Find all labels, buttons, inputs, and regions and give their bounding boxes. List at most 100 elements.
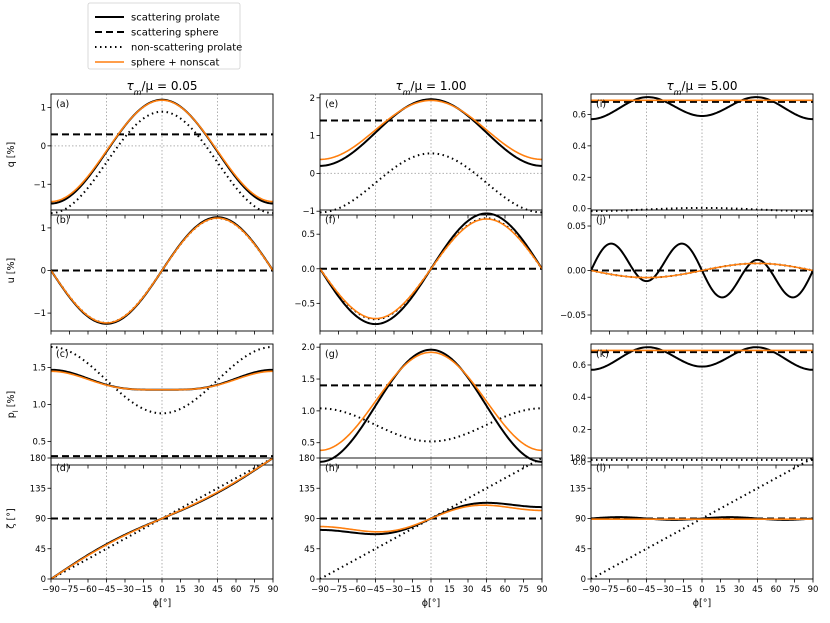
column-title: τm/μ = 0.05 bbox=[126, 79, 197, 97]
panel-label: (f) bbox=[325, 215, 336, 226]
series-line-scattering-prolate bbox=[591, 96, 813, 121]
ytick-label: 0 bbox=[41, 575, 46, 585]
series-line-scattering-prolate bbox=[591, 346, 813, 371]
panel-k: 0.0 0.2 0.4 0.6 (k) bbox=[572, 343, 814, 469]
series-group bbox=[51, 98, 273, 215]
panel-b: −1 0 1 (b) u [%] bbox=[6, 209, 274, 335]
y-axis-label: u [%] bbox=[6, 258, 17, 283]
ytick-label: 90 bbox=[35, 515, 46, 525]
series-group bbox=[320, 212, 542, 326]
ytick-label: 1.5 bbox=[32, 364, 46, 374]
xtick-label: 90 bbox=[268, 585, 279, 595]
series-group bbox=[320, 98, 542, 214]
xtick-label: −30 bbox=[385, 585, 403, 595]
series-group bbox=[51, 345, 273, 458]
panel-label: (i) bbox=[596, 99, 606, 110]
y-axis-label: q [%] bbox=[6, 142, 17, 168]
ytick-label: 135 bbox=[30, 484, 46, 494]
legend-box bbox=[87, 2, 241, 70]
xtick-label: 45 bbox=[212, 585, 223, 595]
ytick-label: 0.5 bbox=[301, 230, 315, 240]
ytick-label: 0.6 bbox=[572, 361, 586, 371]
series-line-sphere-nonscat bbox=[51, 99, 273, 203]
series-line-sphere-nonscat bbox=[51, 370, 273, 391]
panel-label: (a) bbox=[56, 99, 69, 110]
ytick-label: 0.6 bbox=[572, 110, 586, 120]
xtick-label: 60 bbox=[500, 585, 511, 595]
ytick-label: 2 bbox=[310, 94, 315, 104]
panel-label: (k) bbox=[596, 349, 609, 360]
xtick-label: −60 bbox=[348, 585, 366, 595]
xtick-label: −45 bbox=[367, 585, 385, 595]
series-group bbox=[591, 458, 813, 579]
panel-label: (b) bbox=[56, 215, 69, 226]
xtick-label: 15 bbox=[444, 585, 455, 595]
series-group bbox=[320, 458, 542, 579]
y-axis-label: ζ [°] bbox=[6, 508, 17, 528]
x-axis-label: ϕ[°] bbox=[693, 598, 711, 609]
ytick-label: 45 bbox=[575, 545, 586, 555]
ytick-label: 0.0 bbox=[301, 265, 315, 275]
series-group bbox=[591, 346, 813, 461]
xtick-label: 15 bbox=[715, 585, 726, 595]
panel-h: 0 45 90 135 180 −90 −75 −60 −45 −30 −15 0 15 30 45 60 75… bbox=[299, 454, 548, 609]
panels: −1 0 1 (a) q [%] −1 0 1 (b) u [%] 0.5 1.0 1.5 (c) pl [… bbox=[6, 93, 819, 609]
xtick-label: 60 bbox=[771, 585, 782, 595]
ytick-label: 0.00 bbox=[567, 267, 586, 277]
ytick-label: 135 bbox=[299, 484, 315, 494]
ytick-label: 90 bbox=[304, 515, 315, 525]
panel-label: (c) bbox=[56, 349, 69, 360]
xtick-label: 75 bbox=[789, 585, 800, 595]
xtick-label: 30 bbox=[194, 585, 205, 595]
xtick-label: −15 bbox=[135, 585, 153, 595]
xtick-label: −30 bbox=[656, 585, 674, 595]
xtick-label: 0 bbox=[159, 585, 164, 595]
xtick-label: 0 bbox=[699, 585, 704, 595]
ytick-label: 45 bbox=[35, 545, 46, 555]
legend: scattering prolate scattering sphere non-s… bbox=[87, 2, 242, 70]
series-line-non-scattering-prolate bbox=[320, 407, 542, 443]
ytick-label: 1 bbox=[310, 132, 315, 142]
ytick-label: −0.05 bbox=[560, 311, 586, 321]
xtick-label: −75 bbox=[601, 585, 619, 595]
ytick-label: 0.4 bbox=[572, 393, 586, 403]
xtick-label: −90 bbox=[311, 585, 329, 595]
panel-label: (g) bbox=[325, 349, 338, 360]
ytick-label: 0.5 bbox=[32, 437, 46, 447]
xtick-label: 30 bbox=[463, 585, 474, 595]
y-axis-label: pl [%] bbox=[6, 391, 20, 418]
ytick-label: 0 bbox=[41, 267, 46, 277]
column-titles: τm/μ = 0.05 τm/μ = 1.00 τm/μ = 5.00 bbox=[126, 79, 737, 97]
ytick-label: 0.5 bbox=[301, 439, 315, 449]
xtick-label: −60 bbox=[79, 585, 97, 595]
series-line-sphere-nonscat bbox=[591, 262, 813, 279]
xtick-label: 90 bbox=[537, 585, 548, 595]
xtick-label: −75 bbox=[330, 585, 348, 595]
ytick-label: 180 bbox=[30, 454, 46, 464]
xtick-label: 75 bbox=[518, 585, 529, 595]
ytick-label: 0.4 bbox=[572, 142, 586, 152]
xtick-label: 15 bbox=[175, 585, 186, 595]
panel-f: −0.5 0.0 0.5 (f) bbox=[294, 209, 543, 335]
panel-label: (e) bbox=[325, 99, 338, 110]
ytick-label: 1.5 bbox=[301, 375, 315, 385]
xtick-label: 0 bbox=[428, 585, 433, 595]
x-axis-label: ϕ[°] bbox=[422, 598, 440, 609]
series-line-sphere-nonscat bbox=[51, 217, 273, 324]
series-line-non-scattering-prolate bbox=[51, 110, 273, 215]
ytick-label: 0.2 bbox=[572, 173, 586, 183]
xtick-label: 90 bbox=[808, 585, 819, 595]
xtick-label: 60 bbox=[231, 585, 242, 595]
series-group bbox=[51, 458, 273, 579]
legend-label: sphere + nonscat bbox=[131, 58, 219, 69]
series-line-sphere-nonscat bbox=[320, 351, 542, 452]
xtick-label: −90 bbox=[42, 585, 60, 595]
xtick-label: −45 bbox=[638, 585, 656, 595]
xtick-label: −15 bbox=[675, 585, 693, 595]
ytick-label: 135 bbox=[570, 484, 586, 494]
panel-label: (d) bbox=[56, 463, 69, 474]
panel-e: −1 0 1 2 (e) bbox=[302, 93, 543, 219]
legend-label: scattering prolate bbox=[131, 13, 220, 24]
panel-g: 0.5 1.0 1.5 2.0 (g) bbox=[301, 343, 543, 469]
column-title: τm/μ = 1.00 bbox=[395, 79, 466, 97]
